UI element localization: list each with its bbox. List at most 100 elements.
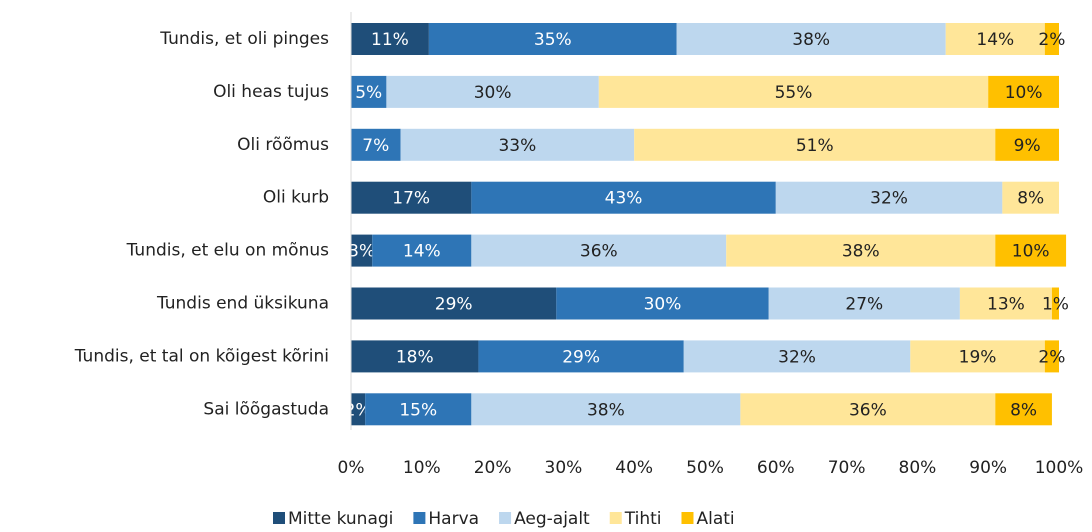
data-label: 11% bbox=[371, 30, 409, 50]
x-tick-label: 90% bbox=[969, 458, 1007, 478]
bar-segment bbox=[598, 75, 989, 108]
data-label: 18% bbox=[396, 347, 434, 367]
bar-segment bbox=[556, 287, 769, 320]
data-label: 14% bbox=[976, 30, 1014, 50]
legend-label: Mitte kunagi bbox=[288, 509, 393, 529]
bar-segment bbox=[471, 393, 741, 426]
data-label: 38% bbox=[792, 30, 830, 50]
x-tick-label: 10% bbox=[403, 458, 441, 478]
bar-segment bbox=[351, 128, 401, 161]
y-tick-label: Sai lõõgastuda bbox=[203, 399, 329, 419]
y-tick-label: Tundis, et elu on mõnus bbox=[126, 241, 330, 261]
data-label: 51% bbox=[796, 136, 834, 156]
bar-segment bbox=[634, 128, 996, 161]
data-label: 29% bbox=[562, 347, 600, 367]
bar-segment bbox=[1002, 181, 1059, 214]
bar-segment bbox=[1044, 340, 1059, 373]
bar-segment bbox=[1044, 23, 1059, 55]
x-tick-label: 80% bbox=[899, 458, 937, 478]
data-label: 14% bbox=[403, 242, 441, 262]
bar-segment bbox=[400, 128, 635, 161]
bar-segment bbox=[995, 234, 1067, 267]
bar-segment bbox=[768, 287, 960, 320]
legend-swatch bbox=[273, 512, 285, 524]
data-label: 8% bbox=[1017, 189, 1044, 209]
data-label: 30% bbox=[644, 295, 682, 315]
x-tick-label: 30% bbox=[545, 458, 583, 478]
x-tick-label: 50% bbox=[686, 458, 724, 478]
data-label: 32% bbox=[870, 189, 908, 209]
data-label: 15% bbox=[399, 400, 437, 420]
legend-swatch bbox=[609, 512, 622, 524]
bar-segment bbox=[959, 287, 1052, 320]
bar-segment bbox=[351, 340, 479, 373]
bar-segment bbox=[351, 181, 472, 214]
legend-swatch bbox=[499, 512, 512, 524]
bar-segment bbox=[683, 340, 911, 373]
bar-segment bbox=[351, 23, 429, 55]
data-label: 10% bbox=[1012, 242, 1050, 262]
x-tick-label: 40% bbox=[615, 458, 653, 478]
data-label: 17% bbox=[392, 189, 430, 209]
data-label: 19% bbox=[959, 347, 997, 367]
data-label: 10% bbox=[1005, 83, 1043, 103]
bar-segment bbox=[428, 23, 677, 55]
bar-segment bbox=[740, 393, 996, 426]
bar-segment bbox=[351, 393, 366, 426]
y-tick-label: Oli rõõmus bbox=[237, 135, 329, 155]
bar-segment bbox=[372, 234, 472, 267]
bar-segment bbox=[386, 75, 599, 108]
bar-segment bbox=[676, 23, 946, 55]
y-tick-label: Tundis, et oli pinges bbox=[159, 29, 329, 49]
data-label: 8% bbox=[1010, 400, 1037, 420]
data-label: 13% bbox=[987, 295, 1025, 315]
bar-segment bbox=[775, 181, 1003, 214]
bar-segment bbox=[988, 75, 1059, 108]
data-label: 38% bbox=[587, 400, 625, 420]
x-tick-label: 0% bbox=[338, 458, 365, 478]
y-tick-label: Oli kurb bbox=[263, 188, 329, 208]
data-label: 9% bbox=[1014, 136, 1041, 156]
data-label: 38% bbox=[842, 242, 880, 262]
bar-segment bbox=[726, 234, 996, 267]
data-label: 36% bbox=[580, 242, 618, 262]
y-tick-label: Tundis end üksikuna bbox=[156, 294, 329, 314]
data-label: 2% bbox=[1038, 30, 1065, 50]
bar-segment bbox=[910, 340, 1045, 373]
data-label: 32% bbox=[778, 347, 816, 367]
data-label: 43% bbox=[605, 189, 643, 209]
legend-label: Aeg-ajalt bbox=[514, 509, 590, 529]
x-tick-label: 60% bbox=[757, 458, 795, 478]
x-tick-label: 70% bbox=[828, 458, 866, 478]
bar-segment bbox=[945, 23, 1045, 55]
y-tick-label: Oli heas tujus bbox=[213, 82, 329, 102]
legend-swatch bbox=[681, 512, 694, 524]
bar-segment bbox=[995, 393, 1052, 426]
data-label: 33% bbox=[498, 136, 536, 156]
data-label: 27% bbox=[845, 295, 883, 315]
bar-segment bbox=[351, 287, 557, 320]
data-label: 55% bbox=[775, 83, 813, 103]
data-label: 3% bbox=[348, 242, 375, 262]
bar-segment bbox=[1051, 287, 1059, 320]
data-label: 1% bbox=[1042, 295, 1069, 315]
data-label: 7% bbox=[362, 136, 389, 156]
bar-segment bbox=[471, 181, 776, 214]
data-label: 36% bbox=[849, 400, 887, 420]
legend-label: Alati bbox=[696, 509, 734, 529]
x-tick-label: 100% bbox=[1035, 458, 1084, 478]
bar-segment bbox=[478, 340, 684, 373]
data-label: 2% bbox=[1038, 347, 1065, 367]
bar-segment bbox=[995, 128, 1059, 161]
x-tick-label: 20% bbox=[474, 458, 512, 478]
legend-swatch bbox=[413, 512, 426, 524]
bar-segment bbox=[365, 393, 472, 426]
y-tick-label: Tundis, et tal on kõigest kõrini bbox=[74, 346, 329, 366]
data-label: 29% bbox=[435, 295, 473, 315]
data-label: 30% bbox=[474, 83, 512, 103]
legend-label: Harva bbox=[428, 509, 479, 529]
bar-segment bbox=[471, 234, 727, 267]
bar-segment bbox=[351, 75, 387, 108]
bar-segment bbox=[351, 234, 373, 267]
